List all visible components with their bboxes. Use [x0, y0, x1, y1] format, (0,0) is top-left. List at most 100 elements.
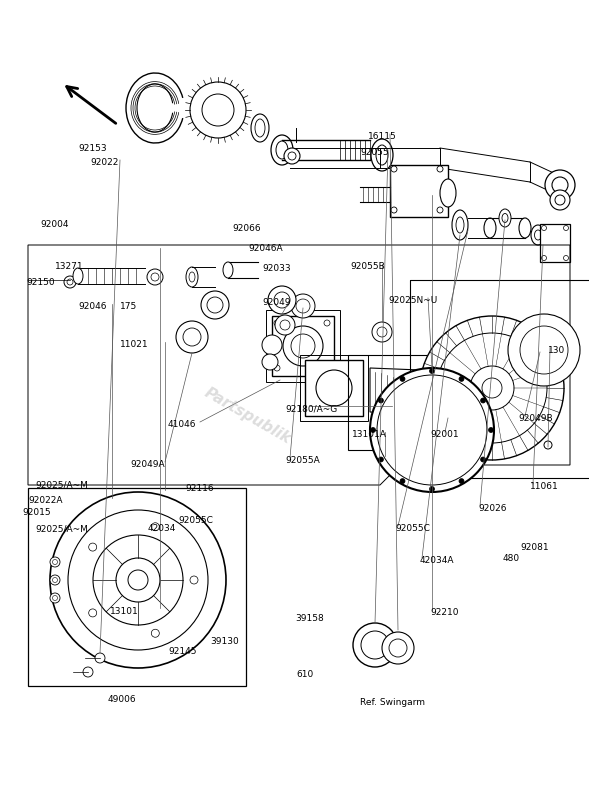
Text: 11021: 11021 [120, 340, 148, 349]
Circle shape [482, 378, 502, 398]
Text: 92180/A~G: 92180/A~G [285, 404, 337, 413]
Circle shape [89, 609, 97, 617]
Circle shape [296, 299, 310, 313]
Circle shape [93, 535, 183, 625]
Text: 610: 610 [296, 670, 313, 679]
Circle shape [445, 410, 455, 420]
Text: 92210: 92210 [430, 608, 458, 617]
Text: Partspublik: Partspublik [201, 384, 293, 447]
Ellipse shape [255, 119, 265, 137]
Circle shape [274, 320, 280, 326]
Circle shape [370, 368, 494, 492]
Ellipse shape [502, 213, 508, 222]
Circle shape [291, 334, 315, 358]
Circle shape [550, 190, 570, 210]
Text: 480: 480 [503, 554, 520, 563]
Circle shape [280, 320, 290, 330]
Circle shape [64, 276, 76, 288]
Circle shape [116, 558, 160, 602]
Text: 42034: 42034 [148, 524, 176, 533]
Ellipse shape [276, 141, 288, 159]
Circle shape [481, 457, 485, 462]
Circle shape [262, 335, 282, 355]
Ellipse shape [534, 230, 541, 240]
Circle shape [67, 279, 73, 285]
Circle shape [268, 286, 296, 314]
Circle shape [207, 297, 223, 313]
Text: 39158: 39158 [295, 614, 324, 623]
Circle shape [378, 457, 383, 462]
Circle shape [274, 365, 280, 371]
Circle shape [190, 576, 198, 584]
Ellipse shape [440, 179, 456, 207]
Bar [540, 224, 570, 262]
Circle shape [291, 294, 315, 318]
Ellipse shape [452, 210, 468, 240]
Circle shape [391, 207, 397, 213]
Circle shape [564, 256, 568, 260]
Circle shape [68, 510, 208, 650]
Circle shape [361, 631, 389, 659]
Ellipse shape [484, 218, 496, 238]
Text: 92001: 92001 [430, 430, 459, 439]
Circle shape [459, 376, 464, 381]
Bar [348, 355, 478, 450]
Text: 42034A: 42034A [420, 556, 455, 565]
Circle shape [470, 366, 514, 410]
Text: 175: 175 [120, 302, 137, 311]
Ellipse shape [189, 272, 195, 282]
Text: 92145: 92145 [168, 647, 197, 656]
Text: 92025/A~M: 92025/A~M [35, 480, 88, 489]
Bar [28, 488, 246, 686]
Bar [390, 165, 448, 217]
Text: 41046: 41046 [168, 420, 197, 429]
Circle shape [481, 398, 485, 403]
Circle shape [262, 354, 278, 370]
Circle shape [372, 322, 392, 342]
Circle shape [437, 166, 443, 172]
Circle shape [52, 595, 58, 601]
Circle shape [324, 365, 330, 371]
Ellipse shape [531, 225, 545, 245]
Ellipse shape [456, 217, 464, 233]
Circle shape [151, 523, 159, 531]
Text: 13101: 13101 [110, 607, 139, 616]
Text: 13271: 13271 [55, 262, 84, 271]
Text: 92025/A~M: 92025/A~M [35, 524, 88, 533]
Circle shape [545, 170, 575, 200]
Text: 92081: 92081 [520, 543, 548, 552]
Bar [410, 280, 589, 478]
Circle shape [437, 207, 443, 213]
Circle shape [288, 152, 296, 160]
Circle shape [190, 82, 246, 138]
Text: 92026: 92026 [478, 504, 507, 513]
Text: 92046: 92046 [78, 302, 107, 311]
Circle shape [429, 368, 435, 373]
Circle shape [50, 557, 60, 567]
Text: 130: 130 [548, 346, 565, 355]
Text: 92022: 92022 [90, 158, 118, 167]
Circle shape [50, 593, 60, 603]
Text: 39130: 39130 [210, 637, 239, 646]
Circle shape [508, 314, 580, 386]
Ellipse shape [271, 135, 293, 165]
Text: 92066: 92066 [232, 224, 260, 233]
Text: 92055A: 92055A [285, 456, 320, 465]
Circle shape [83, 667, 93, 677]
Circle shape [377, 375, 487, 485]
Circle shape [95, 653, 105, 663]
Text: 92055C: 92055C [178, 516, 213, 525]
Text: Ref. Swingarm: Ref. Swingarm [360, 698, 425, 707]
Text: 92015: 92015 [22, 508, 51, 517]
Text: 92049A: 92049A [130, 460, 164, 469]
Text: 92055C: 92055C [395, 524, 430, 533]
Circle shape [391, 166, 397, 172]
Circle shape [541, 225, 547, 230]
Text: 92116: 92116 [185, 484, 214, 493]
Circle shape [147, 269, 163, 285]
Circle shape [520, 326, 568, 374]
Circle shape [552, 177, 568, 193]
Text: 92055B: 92055B [350, 262, 385, 271]
Bar [272, 316, 334, 376]
Bar [300, 355, 368, 421]
